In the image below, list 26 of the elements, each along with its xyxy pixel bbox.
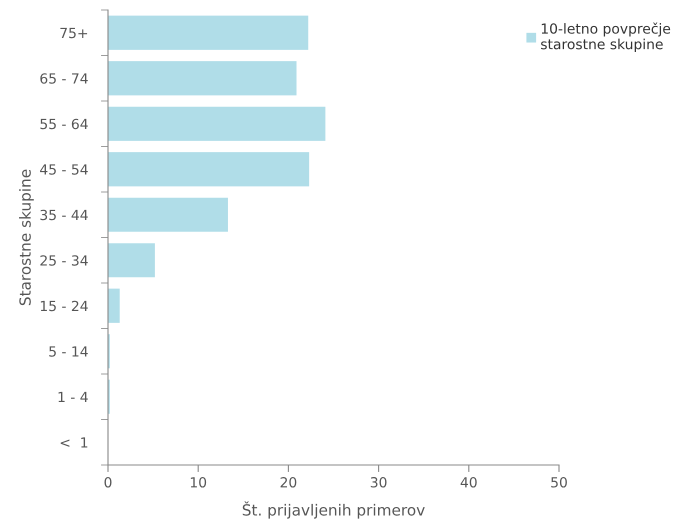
x-tick-label: 0: [104, 477, 112, 488]
bar: [108, 61, 297, 96]
bar: [108, 243, 155, 278]
bar: [108, 198, 228, 232]
x-tick-label: 20: [280, 477, 296, 488]
x-tick-label: 40: [460, 477, 477, 488]
bar: [108, 152, 310, 186]
y-tick-label: 45 - 54: [40, 164, 88, 175]
y-tick-label: 25 - 34: [40, 255, 88, 266]
bar: [108, 288, 120, 323]
y-tick-label: 65 - 74: [40, 73, 88, 84]
y-tick-label: 15 - 24: [40, 300, 88, 312]
bar: [108, 16, 308, 50]
x-axis-title: Št. prijavljenih primerov: [242, 501, 425, 519]
bar: [108, 106, 326, 141]
y-tick-label: < 1: [60, 437, 88, 448]
x-tick-label: 50: [551, 477, 567, 488]
y-tick-label: 35 - 44: [40, 210, 88, 220]
legend-label: 10-letno povprečje starostne skupine: [541, 22, 670, 52]
x-tick-label: 30: [370, 477, 387, 488]
y-tick-label: 1 - 4: [58, 392, 88, 402]
x-tick-label: 10: [190, 477, 206, 488]
y-axis-title: Starostne skupine: [19, 170, 34, 306]
y-tick-label: 5 - 14: [49, 346, 88, 357]
y-tick-label: 75+: [60, 28, 88, 38]
y-tick-label: 55 - 64: [40, 118, 88, 130]
